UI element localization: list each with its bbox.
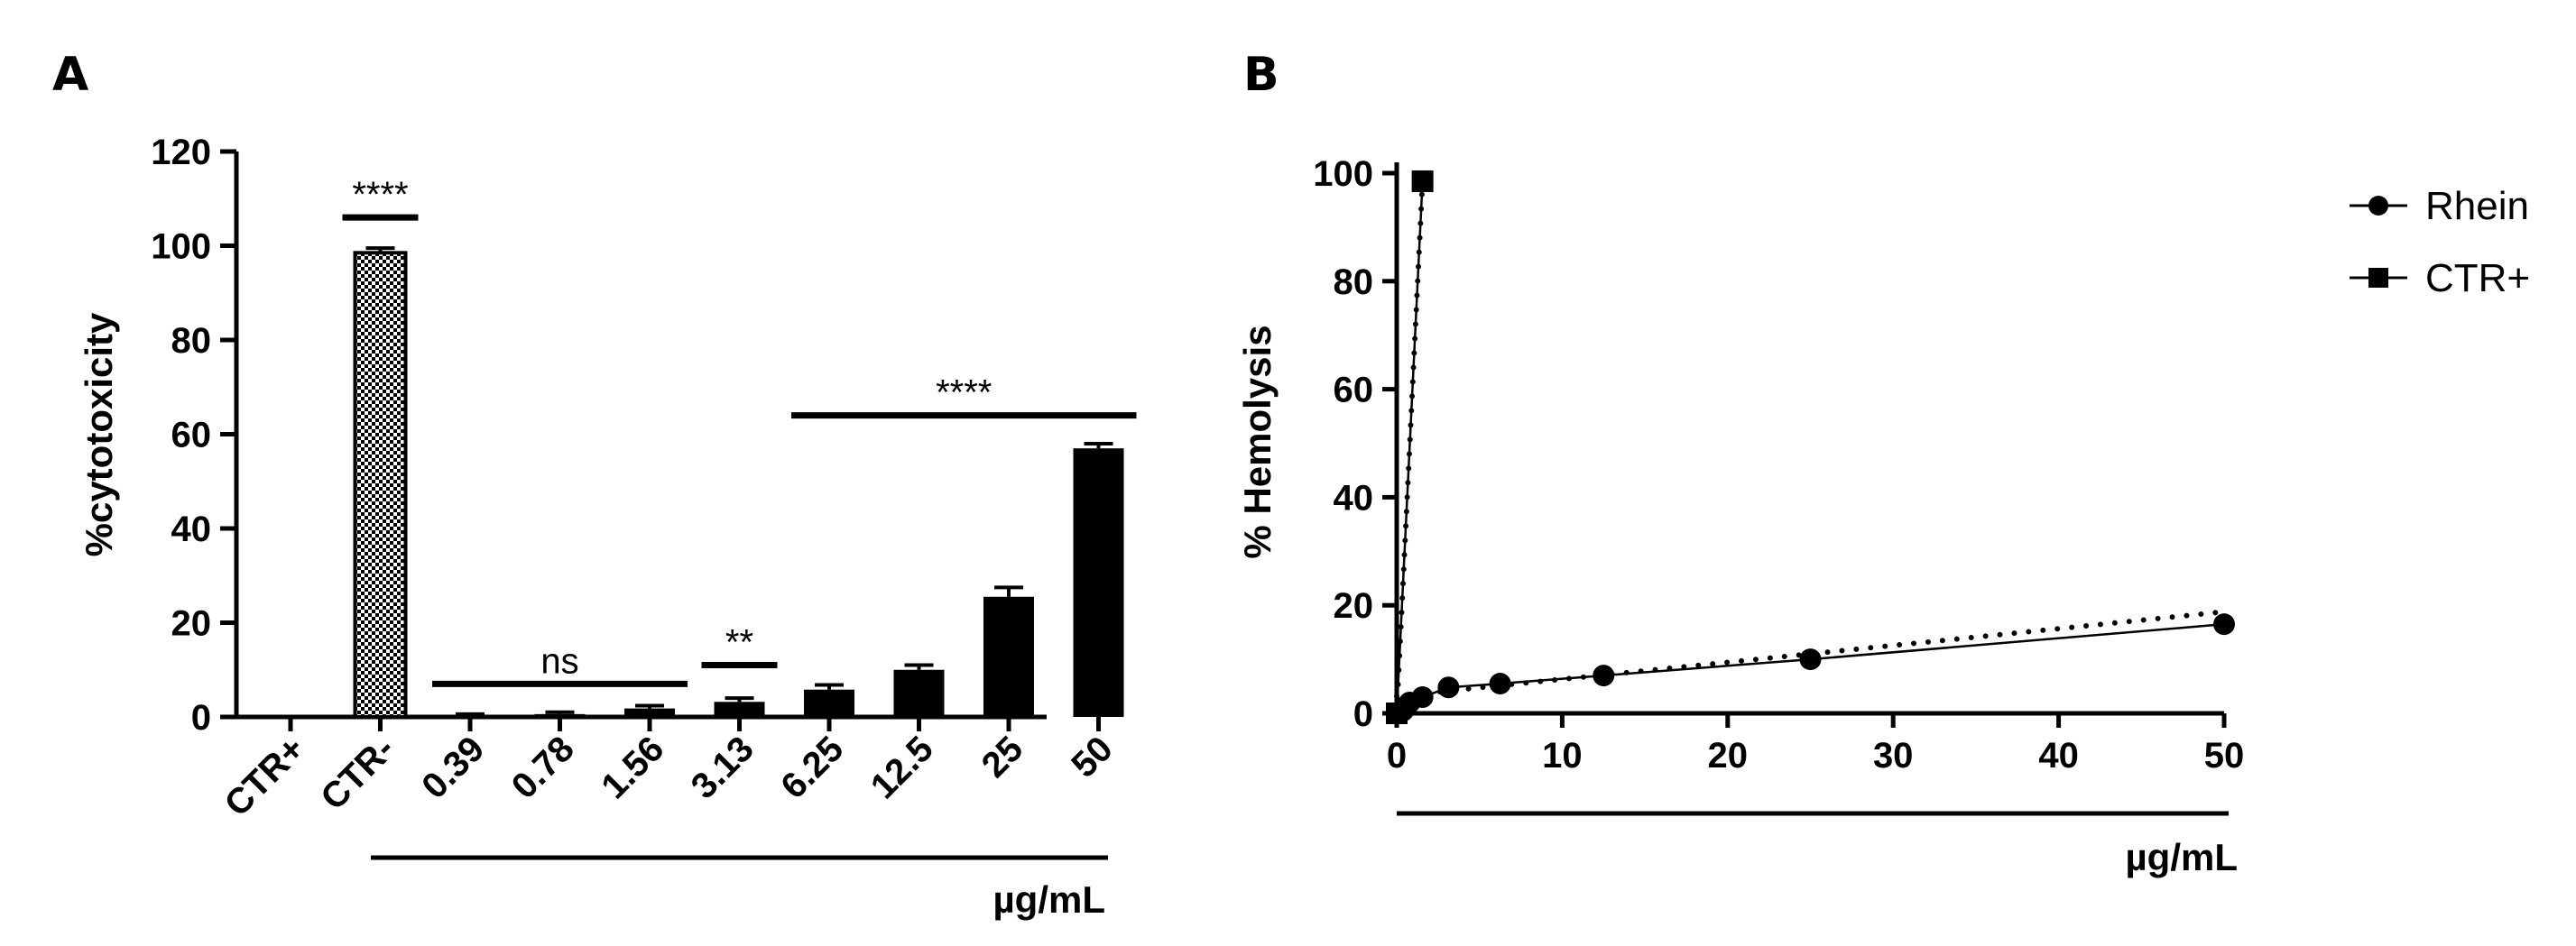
bar [983,596,1034,717]
x-tick-label: 3.13 [684,729,762,806]
y-tick-label: 20 [171,604,212,644]
x-tick-label: CTR+ [217,729,313,824]
y-tick-label: 100 [1313,154,1373,194]
bar [804,689,854,717]
x-tick-label: 40 [2038,736,2079,776]
panel-b-y-axis: 0 20 40 60 80 100 [1313,154,1399,734]
panel-a-x-axis: CTR+ CTR- 0.39 0.78 1.56 3.13 6.25 12.5 25 50 [217,714,1121,860]
bar [893,669,945,717]
panel-b-hemolysis-chart: B 0 20 40 60 80 100 0 10 20 30 40 50 % Hemolysis µ… [1236,48,2530,878]
series-line [1395,180,1424,714]
x-tick-label: CTR- [313,729,402,818]
y-tick-label: 40 [1334,478,1374,518]
x-tick-label: 0.39 [414,729,492,806]
bar [624,708,675,717]
y-tick-label: 0 [191,698,211,738]
x-tick-label: 6.25 [773,729,851,806]
bar [534,713,586,717]
legend-marker [2368,268,2388,288]
panel-b-series [1386,170,2235,724]
data-point [1799,648,1822,671]
y-tick-label: 60 [171,416,212,455]
significance-label: ** [725,623,753,663]
significance-label: **** [352,175,408,215]
panel-a-y-axis: 0 20 40 60 80 100 120 [151,133,239,738]
legend-marker [2368,196,2388,216]
data-point [1411,170,1434,192]
x-tick-label: 30 [1873,736,1914,776]
panel-b-legend: Rhein CTR+ [2350,184,2530,300]
data-point [2213,613,2235,636]
data-point [1489,673,1511,695]
x-tick-label: 0.78 [504,729,582,806]
data-point [1437,676,1460,699]
bar [1073,448,1124,717]
panel-a-label: A [52,48,88,102]
panel-b-x-axis-title: µg/mL [2125,836,2238,878]
bar [445,715,495,717]
data-point [1386,703,1408,724]
bar [353,251,408,719]
y-tick-label: 60 [1334,371,1374,410]
significance-label: **** [936,373,992,413]
y-tick-label: 100 [151,227,211,267]
y-tick-label: 80 [1334,262,1374,302]
x-tick-label: 10 [1542,736,1583,776]
data-point [1593,665,1615,687]
panel-b-x-axis: 0 10 20 30 40 50 [1387,711,2245,816]
data-point [1411,686,1434,709]
panel-a-cytotoxicity-chart: A 0 20 40 60 80 100 120 CTR+ CTR- 0.39 0.78 1.56 3.… [52,48,1137,921]
panel-a-bars [353,246,1124,719]
trend-line [1394,609,2227,699]
panel-b-label: B [1243,48,1279,102]
legend-label: CTR+ [2425,256,2530,300]
x-tick-label: 0 [1387,736,1407,776]
bar [714,702,765,717]
x-tick-label: 12.5 [863,729,941,806]
legend-label: Rhein [2425,184,2529,228]
x-tick-label: 20 [1708,736,1749,776]
x-tick-label: 25 [974,729,1031,785]
x-tick-label: 50 [1064,729,1121,785]
y-tick-label: 120 [151,133,211,172]
panel-a-significance: ****ns ****** [342,175,1137,687]
panel-a-y-axis-title: %cytotoxicity [78,312,120,556]
y-tick-label: 20 [1334,586,1374,626]
y-tick-label: 80 [171,321,212,361]
x-tick-label: 50 [2204,736,2245,776]
panel-a-x-axis-title: µg/mL [993,878,1105,921]
significance-label: ns [540,641,578,681]
x-tick-label: 1.56 [594,729,671,806]
y-tick-label: 40 [171,510,212,549]
panel-b-y-axis-title: % Hemolysis [1236,325,1279,558]
y-tick-label: 0 [1353,694,1373,734]
